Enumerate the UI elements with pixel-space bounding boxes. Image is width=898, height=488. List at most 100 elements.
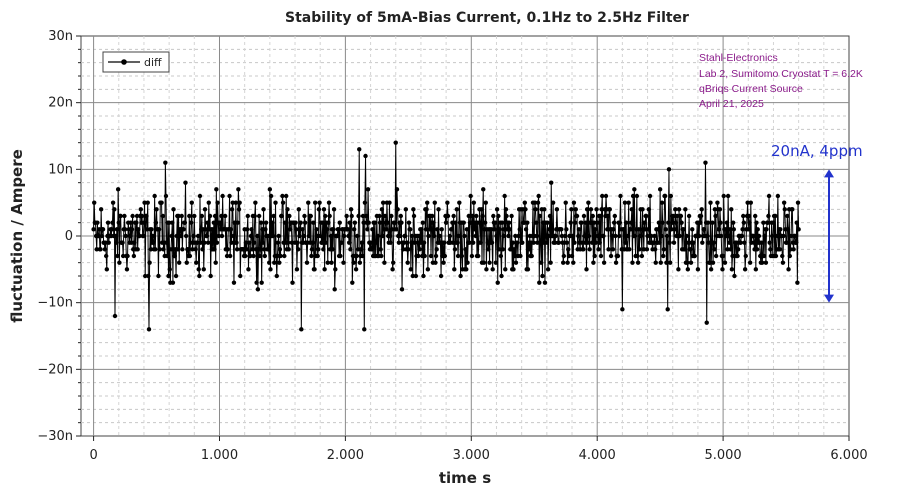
diff-data-point bbox=[259, 280, 264, 285]
diff-data-point bbox=[243, 240, 249, 245]
diff-data-point bbox=[613, 233, 618, 239]
diff-data-point bbox=[676, 207, 682, 212]
diff-data-point bbox=[544, 240, 550, 245]
diff-data-point bbox=[534, 233, 539, 239]
diff-data-point bbox=[285, 240, 291, 245]
diff-data-point bbox=[401, 247, 406, 252]
diff-data-point bbox=[287, 227, 293, 232]
diff-data-point bbox=[665, 307, 670, 312]
diff-data-point bbox=[258, 220, 264, 225]
diff-data-point bbox=[126, 227, 132, 232]
diff-data-point bbox=[205, 220, 210, 225]
diff-data-point bbox=[712, 247, 717, 252]
diff-data-point bbox=[581, 247, 586, 252]
diff-data-point bbox=[294, 267, 300, 272]
diff-data-point bbox=[777, 247, 782, 252]
diff-data-point bbox=[100, 227, 106, 232]
diff-data-point bbox=[723, 227, 728, 232]
diff-data-point bbox=[328, 233, 334, 239]
diff-data-point bbox=[385, 220, 390, 225]
diff-data-point bbox=[344, 213, 349, 219]
diff-data-point bbox=[231, 280, 237, 285]
diff-data-point bbox=[538, 260, 544, 265]
diff-data-point bbox=[369, 247, 375, 252]
diff-data-point bbox=[761, 253, 767, 259]
diff-data-point bbox=[143, 273, 148, 279]
diff-data-point bbox=[586, 200, 591, 205]
diff-data-point bbox=[499, 220, 505, 225]
diff-data-point bbox=[211, 220, 217, 225]
diff-data-point bbox=[767, 240, 772, 245]
diff-data-point bbox=[270, 233, 276, 239]
diff-data-point bbox=[477, 220, 483, 225]
diff-data-point bbox=[613, 260, 619, 265]
diff-data-point bbox=[255, 287, 261, 292]
diff-data-point bbox=[458, 273, 463, 279]
diff-data-point bbox=[715, 200, 720, 205]
diff-data-point bbox=[754, 247, 760, 252]
diff-data-point bbox=[382, 260, 387, 265]
diff-data-point bbox=[699, 207, 704, 212]
diff-data-point bbox=[464, 267, 469, 272]
diff-data-point bbox=[581, 213, 587, 219]
diff-data-point bbox=[465, 260, 470, 265]
diff-data-point bbox=[130, 213, 135, 219]
diff-data-point bbox=[626, 200, 631, 205]
diff-data-point bbox=[256, 213, 262, 219]
diff-data-point bbox=[682, 247, 687, 252]
diff-data-point bbox=[310, 240, 315, 245]
diff-data-point bbox=[354, 253, 359, 259]
diff-data-point bbox=[326, 220, 331, 225]
diff-data-point bbox=[702, 227, 707, 232]
diff-data-point bbox=[763, 260, 769, 265]
diff-data-point bbox=[765, 220, 770, 225]
diff-data-point bbox=[179, 213, 184, 219]
diff-data-point bbox=[274, 273, 279, 279]
diff-data-point bbox=[432, 200, 437, 205]
diff-data-point bbox=[496, 213, 501, 219]
diff-data-point bbox=[92, 200, 97, 205]
diff-data-point bbox=[741, 220, 747, 225]
diff-data-point bbox=[142, 200, 147, 205]
diff-data-point bbox=[129, 227, 135, 232]
diff-data-point bbox=[474, 213, 479, 219]
diff-data-point bbox=[433, 260, 438, 265]
diff-data-point bbox=[645, 227, 651, 232]
diff-data-point bbox=[284, 193, 289, 199]
diff-data-point bbox=[295, 247, 301, 252]
diff-data-point bbox=[462, 233, 467, 239]
diff-data-point bbox=[453, 220, 458, 225]
diff-data-point bbox=[706, 240, 711, 245]
diff-data-point bbox=[718, 220, 723, 225]
diff-data-point bbox=[426, 233, 431, 239]
diff-data-point bbox=[489, 227, 494, 232]
diff-data-point bbox=[117, 260, 122, 265]
diff-data-point bbox=[302, 213, 307, 219]
diff-data-point bbox=[332, 287, 337, 292]
diff-data-point bbox=[183, 180, 188, 185]
diff-data-point bbox=[574, 213, 580, 219]
diff-data-point bbox=[220, 193, 225, 199]
diff-data-point bbox=[730, 220, 736, 225]
diff-data-point bbox=[513, 260, 519, 265]
diff-data-point bbox=[563, 200, 568, 205]
diff-data-point bbox=[590, 213, 595, 219]
diff-data-point bbox=[185, 247, 191, 252]
diff-data-point bbox=[516, 233, 521, 239]
diff-data-point bbox=[198, 240, 203, 245]
diff-data-point bbox=[299, 327, 304, 332]
diff-data-point bbox=[501, 233, 506, 239]
diff-data-point bbox=[137, 233, 142, 239]
diff-data-point bbox=[508, 247, 514, 252]
diff-data-point bbox=[768, 247, 773, 252]
diff-data-point bbox=[153, 220, 159, 225]
diff-data-point bbox=[233, 200, 239, 205]
diff-data-point bbox=[124, 267, 130, 272]
diff-data-point bbox=[222, 213, 228, 219]
diff-data-point bbox=[241, 247, 246, 252]
diff-data-point bbox=[666, 167, 672, 172]
diff-data-point bbox=[644, 213, 649, 219]
diff-data-point bbox=[404, 240, 410, 245]
diff-data-point bbox=[621, 227, 626, 232]
